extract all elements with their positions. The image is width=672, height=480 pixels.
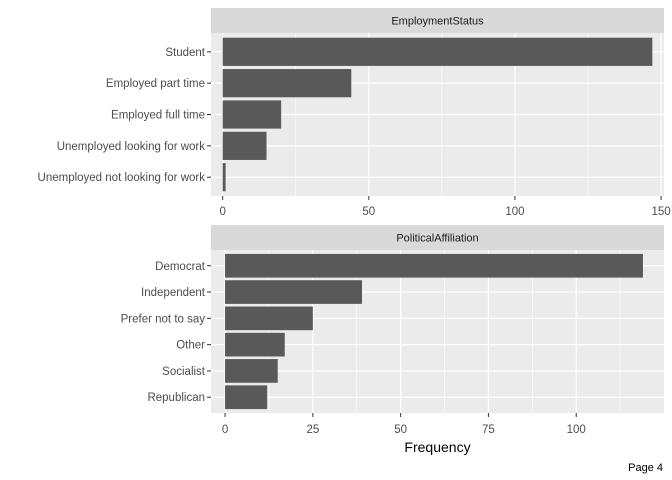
category-label: Employed full time xyxy=(111,110,205,122)
category-label: Unemployed looking for work xyxy=(57,141,206,153)
x-tick-label: 150 xyxy=(651,206,670,218)
bar-other xyxy=(225,332,285,357)
bar-unemployed-looking-for-work xyxy=(222,131,267,160)
x-tick-label: 50 xyxy=(394,424,407,436)
category-label: Student xyxy=(165,47,205,59)
x-tick-label: 50 xyxy=(362,206,375,218)
x-tick-label: 25 xyxy=(306,424,319,436)
category-label: Republican xyxy=(147,392,205,404)
category-label: Unemployed not looking for work xyxy=(38,172,206,184)
bar-democrat xyxy=(225,253,643,278)
facet-strip xyxy=(211,225,664,250)
bar-independent xyxy=(225,280,362,304)
category-label: Employed part time xyxy=(106,78,205,90)
x-tick-label: 100 xyxy=(567,424,586,436)
bar-socialist xyxy=(225,359,278,383)
category-label: Democrat xyxy=(155,261,206,273)
category-label: Prefer not to say xyxy=(121,313,206,325)
bar-prefer-not-to-say xyxy=(225,306,313,331)
bar-student xyxy=(222,37,653,66)
facet-panel-EmploymentStatus: EmploymentStatus Student Employed part tim… xyxy=(38,8,671,218)
x-tick-label: 100 xyxy=(505,206,524,218)
facet-panel-PoliticalAffiliation: PoliticalAffiliation Democrat Independent P… xyxy=(121,225,664,455)
bar-republican xyxy=(225,385,268,410)
facet-strip-label: PoliticalAffiliation xyxy=(396,233,478,245)
facet-strip-label: EmploymentStatus xyxy=(391,16,484,28)
category-label: Other xyxy=(176,340,205,352)
facet-strip xyxy=(211,8,664,33)
bar-employed-part-time xyxy=(222,69,352,98)
category-label: Independent xyxy=(141,287,206,299)
x-tick-label: 0 xyxy=(222,424,228,436)
page-label: Page 4 xyxy=(628,462,663,474)
category-label: Socialist xyxy=(162,366,206,378)
bar-employed-full-time xyxy=(222,100,282,129)
x-tick-label: 75 xyxy=(482,424,495,436)
x-tick-label: 0 xyxy=(219,206,225,218)
x-axis-title: Frequency xyxy=(404,439,470,455)
bar-unemployed-not-looking-for-work xyxy=(222,163,226,192)
